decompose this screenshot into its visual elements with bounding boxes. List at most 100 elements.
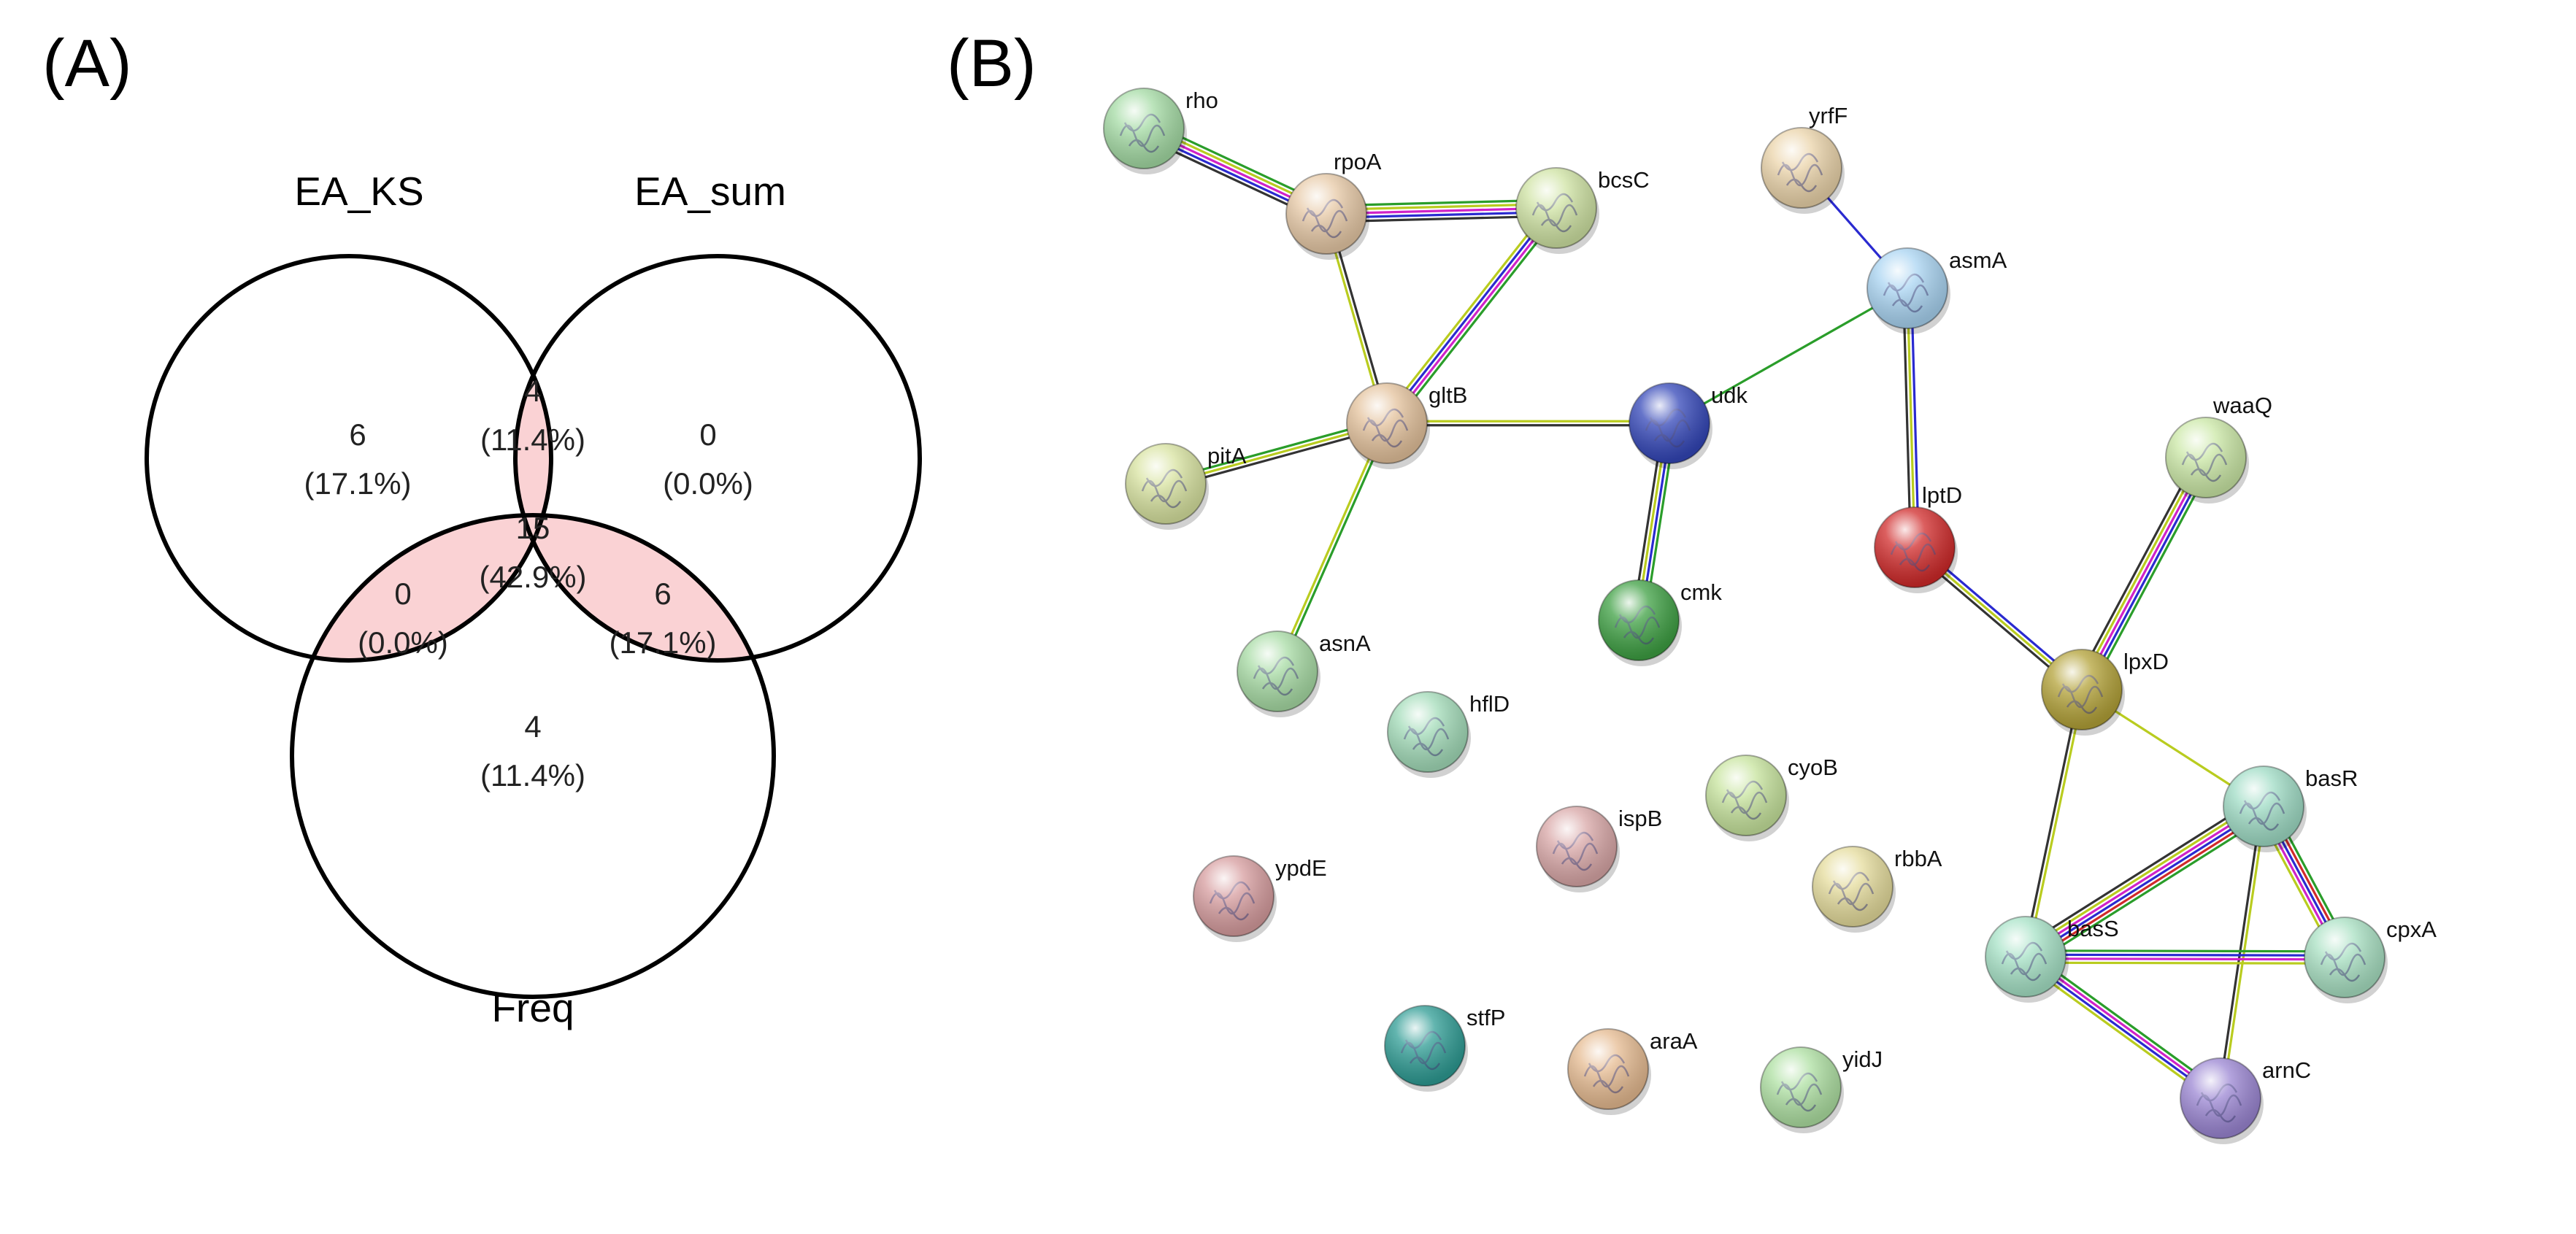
- region-sum-freq-pct: (17.1%): [609, 625, 716, 660]
- edge-evidence-line: [2021, 960, 2218, 1104]
- edge-evidence-line: [2023, 957, 2221, 1101]
- region-all-count: 15: [516, 511, 550, 545]
- node-gloss: [1568, 1029, 1648, 1109]
- edge-evidence-line: [2088, 460, 2215, 694]
- edge-evidence-line: [2084, 458, 2211, 693]
- node-udk[interactable]: udk: [1629, 382, 1748, 469]
- node-bcsC[interactable]: bcsC: [1515, 167, 1650, 254]
- node-label-gltB: gltB: [1429, 382, 1467, 408]
- node-gloss: [1104, 88, 1184, 169]
- node-label-basS: basS: [2067, 916, 2119, 941]
- node-ispB[interactable]: ispB: [1536, 806, 1662, 892]
- node-asmA[interactable]: asmA: [1866, 247, 2007, 334]
- region-sum-freq-count: 6: [654, 576, 671, 611]
- node-label-yidJ: yidJ: [1842, 1046, 1883, 1072]
- region-freq-only-pct: (11.4%): [480, 758, 585, 793]
- edge-evidence-line: [1381, 203, 1553, 420]
- edge-evidence-line: [2026, 949, 2345, 953]
- region-ks-freq-count: 0: [394, 576, 411, 611]
- edge-gltB-udk: [1387, 420, 1669, 427]
- node-label-pitA: pitA: [1207, 443, 1247, 468]
- node-asnA[interactable]: asnA: [1237, 631, 1371, 717]
- venn-circle-freq: [290, 513, 776, 999]
- node-gloss: [1761, 128, 1842, 208]
- node-stfP[interactable]: stfP: [1384, 1005, 1505, 1092]
- node-waaQ[interactable]: waaQ: [2165, 393, 2272, 504]
- node-label-rpoA: rpoA: [1334, 149, 1382, 174]
- node-gloss: [2223, 766, 2304, 847]
- edge-evidence-line: [2030, 814, 2270, 966]
- node-gloss: [1867, 248, 1948, 328]
- network-nodes: rho rpoA bcsC yrfF asmA gltB udk pitA waaQ lptD cm…: [1103, 88, 2437, 1144]
- edge-evidence-line: [2221, 806, 2267, 1099]
- node-yrfF[interactable]: yrfF: [1761, 103, 1848, 214]
- edge-evidence-line: [2025, 957, 2345, 961]
- interaction-network: rho rpoA bcsC yrfF asmA gltB udk pitA waaQ lptD cm…: [1103, 88, 2437, 1144]
- node-label-araA: araA: [1650, 1028, 1698, 1054]
- node-label-stfP: stfP: [1466, 1005, 1505, 1030]
- edge-evidence-line: [2026, 690, 2085, 957]
- node-gloss: [1812, 847, 1893, 927]
- node-ypdE[interactable]: ypdE: [1193, 855, 1327, 942]
- edge-evidence-line: [1906, 288, 1916, 548]
- node-lptD[interactable]: lptD: [1874, 482, 1962, 593]
- node-pitA[interactable]: pitA: [1125, 443, 1247, 530]
- node-cpxA[interactable]: cpxA: [2304, 917, 2437, 1003]
- edge-udk-asmA: [1669, 287, 1908, 425]
- node-label-asmA: asmA: [1949, 247, 2007, 273]
- node-label-arnC: arnC: [2262, 1057, 2311, 1083]
- node-basS[interactable]: basS: [1985, 916, 2119, 1003]
- node-cmk[interactable]: cmk: [1598, 579, 1722, 666]
- node-gloss: [1985, 917, 2066, 997]
- edge-evidence-line: [2077, 455, 2204, 689]
- node-label-yrfF: yrfF: [1809, 103, 1848, 128]
- node-label-bcsC: bcsC: [1598, 167, 1650, 193]
- node-gloss: [1286, 174, 1366, 254]
- node-gltB[interactable]: gltB: [1346, 382, 1467, 469]
- edge-basR-basS: [2019, 797, 2270, 966]
- node-gloss: [1388, 692, 1468, 772]
- edge-evidence-line: [1278, 423, 1390, 673]
- node-label-asnA: asnA: [1319, 631, 1371, 656]
- node-yidJ[interactable]: yidJ: [1760, 1046, 1883, 1133]
- node-rho[interactable]: rho: [1103, 88, 1218, 174]
- region-ks-only-count: 6: [349, 417, 366, 452]
- node-gloss: [1193, 856, 1274, 936]
- node-label-rho: rho: [1185, 88, 1218, 113]
- set-label-ea-sum: EA_sum: [634, 169, 786, 214]
- region-ks-freq-pct: (0.0%): [358, 625, 448, 660]
- node-rpoA[interactable]: rpoA: [1285, 149, 1382, 260]
- node-label-ypdE: ypdE: [1275, 855, 1327, 881]
- venn-diagram: EA_KS EA_sum Freq 6 (17.1%) 4 (11.4%) 0 …: [145, 169, 922, 1030]
- edge-asmA-lptD: [1902, 288, 1921, 548]
- node-label-rbbA: rbbA: [1894, 846, 1942, 871]
- node-hflD[interactable]: hflD: [1387, 691, 1510, 778]
- node-cyoB[interactable]: cyoB: [1705, 755, 1838, 841]
- node-araA[interactable]: araA: [1567, 1028, 1698, 1115]
- node-label-udk: udk: [1711, 382, 1748, 408]
- node-label-ispB: ispB: [1618, 806, 1662, 831]
- edge-waaQ-lpxD: [2073, 453, 2215, 694]
- edge-lpxD-basS: [2022, 689, 2085, 957]
- node-lpxD[interactable]: lpxD: [2041, 649, 2169, 736]
- node-label-cmk: cmk: [1680, 579, 1722, 605]
- node-label-hflD: hflD: [1469, 691, 1510, 717]
- network-edges: [1139, 120, 2353, 1104]
- node-gloss: [1385, 1006, 1465, 1086]
- node-gloss: [1126, 444, 1206, 524]
- node-arnC[interactable]: arnC: [2180, 1057, 2311, 1144]
- node-basR[interactable]: basR: [2223, 766, 2358, 852]
- node-gloss: [1516, 168, 1596, 248]
- edge-evidence-line: [2073, 453, 2200, 687]
- set-label-ea-ks: EA_KS: [294, 169, 423, 214]
- node-gloss: [2166, 417, 2246, 498]
- edge-evidence-line: [1910, 288, 1921, 547]
- node-label-lpxD: lpxD: [2123, 649, 2169, 674]
- panel-a-label: (A): [42, 26, 132, 101]
- node-rbbA[interactable]: rbbA: [1812, 846, 1942, 933]
- region-ks-only-pct: (17.1%): [304, 466, 411, 501]
- region-all-pct: (42.9%): [479, 560, 586, 594]
- region-ks-sum-pct: (11.4%): [480, 423, 585, 457]
- edge-evidence-line: [2023, 803, 2264, 957]
